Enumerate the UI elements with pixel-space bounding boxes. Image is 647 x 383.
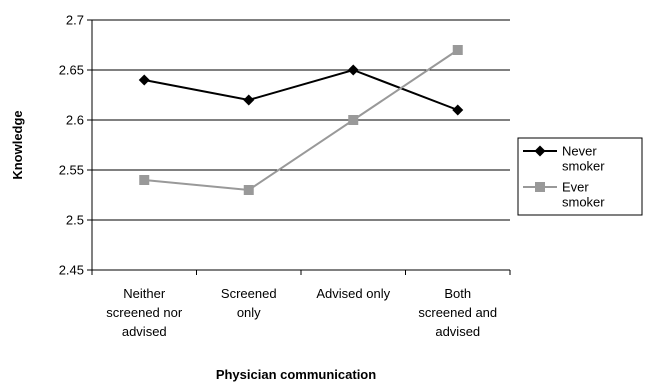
series-line: [144, 68, 459, 111]
data-point: [243, 185, 254, 195]
legend-marker: [535, 182, 545, 192]
data-point: [347, 64, 359, 76]
legend-marker: [534, 145, 546, 157]
x-tick-label: Both screened and advised: [418, 286, 497, 339]
data-point: [452, 104, 464, 116]
x-tick-label: Screened only: [221, 286, 277, 320]
data-point: [138, 74, 150, 86]
y-tick-label: 2.65: [59, 63, 84, 78]
y-tick-label: 2.6: [66, 113, 84, 128]
y-tick-label: 2.7: [66, 13, 84, 28]
data-point: [348, 115, 359, 125]
y-tick-label: 2.45: [59, 263, 84, 278]
y-tick-labels: 2.45 2.5 2.55 2.6 2.65 2.7: [59, 13, 84, 278]
x-tick-label: Neither screened nor advised: [106, 286, 183, 339]
axes: [91, 20, 511, 275]
gridlines: [87, 19, 510, 271]
x-tick-labels: Neither screened nor advised Screened only Ad…: [106, 286, 497, 339]
legend: Never smoker Ever smoker: [517, 137, 643, 216]
legend-label: Ever smoker: [562, 180, 605, 210]
series-1: [139, 45, 463, 195]
y-axis-title: Knowledge: [10, 110, 25, 179]
y-tick-label: 2.55: [59, 163, 84, 178]
data-point: [243, 94, 255, 106]
data-point: [139, 175, 150, 185]
legend-label: Never smoker: [562, 144, 605, 174]
y-tick-label: 2.5: [66, 213, 84, 228]
series-line: [144, 49, 459, 192]
series-0: [138, 64, 464, 116]
x-axis-title: Physician communication: [216, 367, 376, 382]
x-tick-label: Advised only: [316, 286, 390, 301]
series-group: [138, 45, 464, 195]
data-point: [452, 45, 463, 55]
